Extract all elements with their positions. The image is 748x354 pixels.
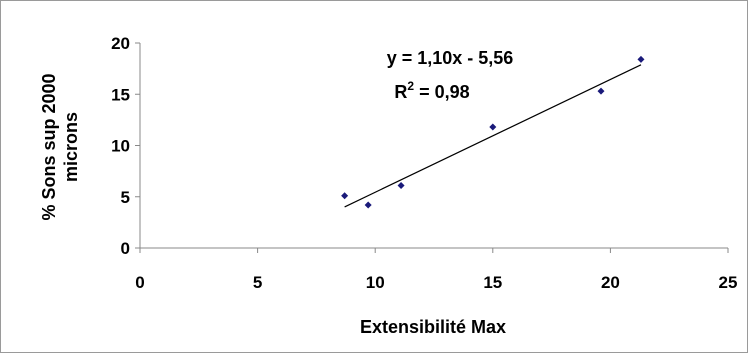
r-squared-prefix: R xyxy=(394,82,407,102)
data-point xyxy=(637,55,645,63)
data-point xyxy=(364,201,372,209)
data-points xyxy=(341,55,645,209)
x-axis-title: Extensibilité Max xyxy=(360,317,506,337)
y-axis-title: % Sons sup 2000 microns xyxy=(39,73,81,220)
x-tick-label: 10 xyxy=(366,273,385,292)
r-squared-label: R2 = 0,98 xyxy=(394,79,469,102)
data-point xyxy=(341,192,349,200)
x-tick-label: 25 xyxy=(719,273,738,292)
trendline-group xyxy=(344,64,642,208)
r-squared-value: = 0,98 xyxy=(414,82,470,102)
x-tick-label: 5 xyxy=(253,273,262,292)
x-tick-label: 0 xyxy=(135,273,144,292)
y-tick-label: 15 xyxy=(111,85,130,104)
axes xyxy=(139,43,728,249)
data-point xyxy=(597,87,605,95)
y-tick-label: 10 xyxy=(111,137,130,156)
x-ticks: 0 5 10 15 20 25 xyxy=(135,248,737,292)
y-tick-label: 20 xyxy=(111,34,130,53)
trendline xyxy=(344,64,642,208)
y-axis-title-line2: microns xyxy=(61,112,81,182)
x-tick-label: 15 xyxy=(483,273,502,292)
data-point xyxy=(489,123,497,131)
y-axis-title-line1: % Sons sup 2000 xyxy=(39,73,59,220)
r-squared-superscript: 2 xyxy=(407,79,414,93)
y-ticks: 0 5 10 15 20 xyxy=(111,34,140,258)
y-tick-label: 5 xyxy=(121,188,130,207)
y-tick-label: 0 xyxy=(121,239,130,258)
data-point xyxy=(397,181,405,189)
trendline-equation: y = 1,10x - 5,56 xyxy=(387,48,514,68)
x-tick-label: 20 xyxy=(601,273,620,292)
